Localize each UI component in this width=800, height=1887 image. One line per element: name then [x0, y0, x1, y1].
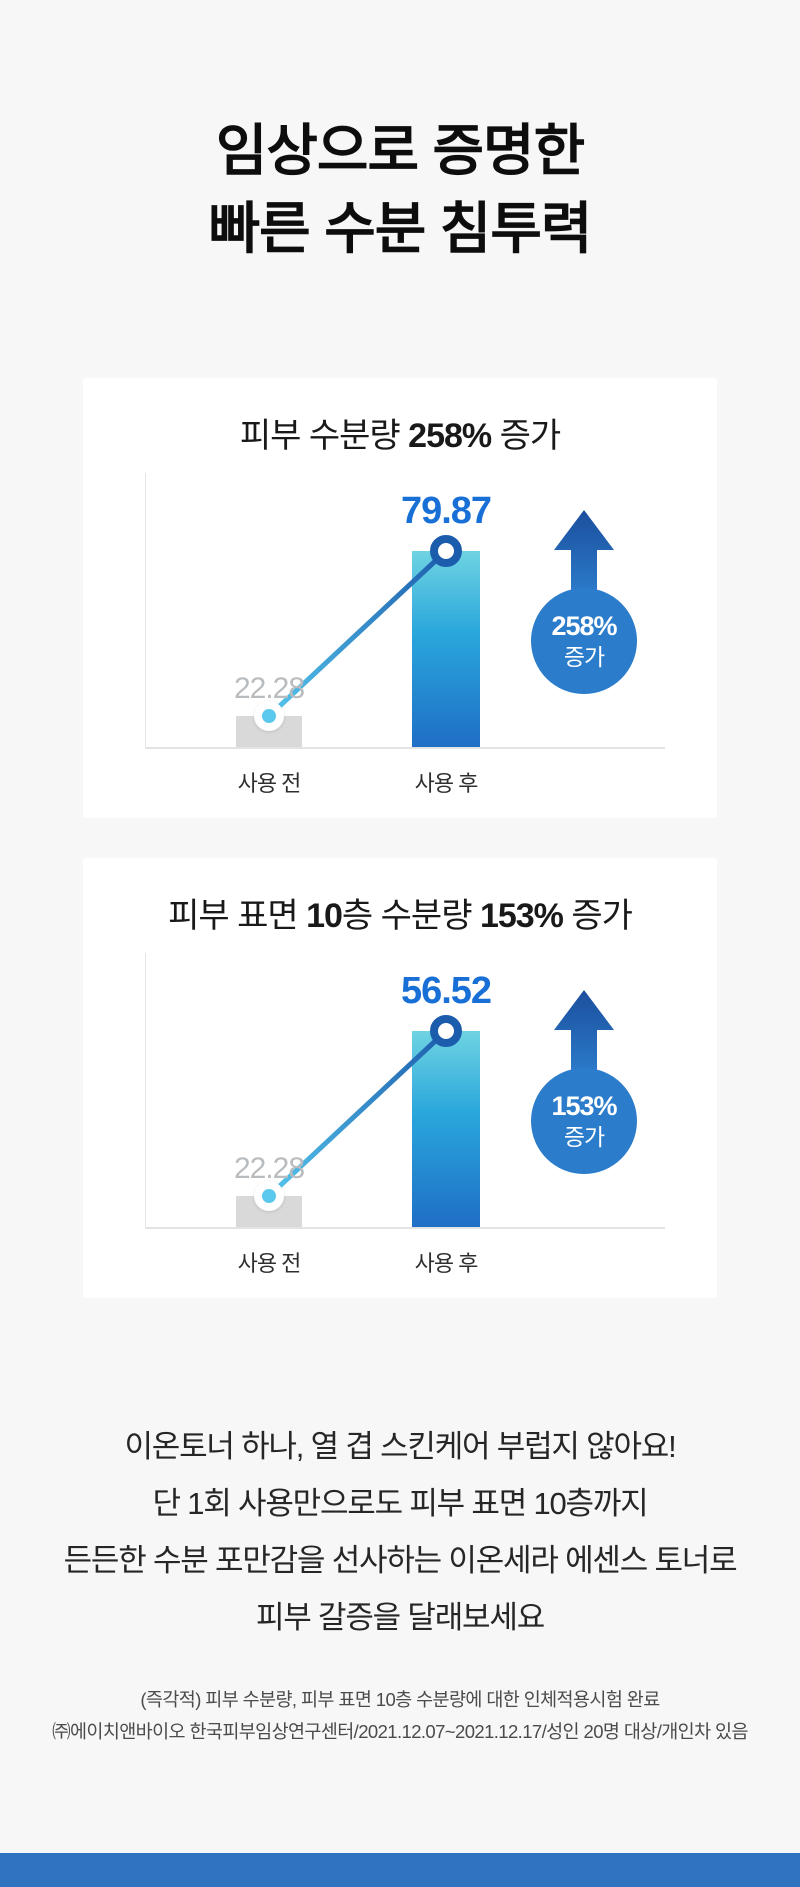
bottom-blue-band: [0, 1853, 800, 1887]
after-bar: [412, 551, 480, 747]
moisture-chart-card-2: 피부 표면 10층 수분량 153% 증가 22.28 56.52 사용 전 사…: [83, 858, 717, 1298]
chart-title-2-pre: 피부 표면: [168, 897, 307, 935]
after-value: 56.52: [400, 970, 492, 1012]
after-label: 사용 후: [414, 771, 479, 796]
before-point-marker: [254, 1181, 284, 1211]
moisture-chart-card-1: 피부 수분량 258% 증가 22.28 79.87 사용 전 사용 후: [83, 378, 717, 818]
page-title-line1: 임상으로 증명한: [215, 119, 585, 182]
increase-badge: 258% 증가: [524, 506, 644, 696]
disclaimer-line-2: ㈜에이치앤바이오 한국피부임상연구센터/2021.12.07~2021.12.1…: [52, 1721, 748, 1742]
chart-title-2-mid: 층 수분량: [341, 897, 480, 935]
chart-title-2-post: 증가: [562, 897, 633, 935]
chart-title-2: 피부 표면 10층 수분량 153% 증가: [83, 888, 717, 937]
after-bar: [412, 1031, 480, 1227]
increase-badge: 153% 증가: [524, 986, 644, 1176]
after-value: 79.87: [400, 490, 492, 532]
increase-badge-text: 153% 증가: [524, 1090, 644, 1151]
before-value: 22.28: [233, 1152, 305, 1185]
x-axis-line: [145, 747, 665, 749]
increase-word: 증가: [563, 643, 605, 670]
before-value: 22.28: [233, 672, 305, 705]
before-label: 사용 전: [237, 771, 302, 796]
chart-title-2-percent: 153%: [479, 897, 564, 935]
chart-title-1-post: 증가: [491, 417, 562, 455]
disclaimer-line-1: (즉각적) 피부 수분량, 피부 표면 10층 수분량에 대한 인체적용시험 완…: [140, 1689, 660, 1710]
after-point-marker: [430, 1015, 462, 1047]
after-label: 사용 후: [414, 1251, 479, 1276]
chart-title-1-pre: 피부 수분량: [239, 417, 409, 455]
increase-arrow-icon: [531, 990, 637, 1174]
before-label: 사용 전: [237, 1251, 302, 1276]
chart-title-1-percent: 258%: [408, 417, 492, 455]
before-point-marker: [254, 701, 284, 731]
chart-title-1: 피부 수분량 258% 증가: [83, 408, 717, 457]
copy-line-4: 피부 갈증을 달래보세요: [255, 1600, 545, 1635]
chart-title-2-bold10: 10: [306, 897, 343, 935]
marketing-copy: 이온토너 하나, 열 겹 스킨케어 부럽지 않아요! 단 1회 사용만으로도 피부…: [0, 1418, 800, 1646]
increase-badge-text: 258% 증가: [524, 610, 644, 671]
copy-line-3: 든든한 수분 포만감을 선사하는 이온세라 에센스 토너로: [63, 1543, 738, 1578]
disclaimer: (즉각적) 피부 수분량, 피부 표면 10층 수분량에 대한 인체적용시험 완…: [0, 1684, 800, 1748]
x-axis-line: [145, 1227, 665, 1229]
copy-line-2: 단 1회 사용만으로도 피부 표면 10층까지: [152, 1486, 649, 1521]
bar-chart-2: 22.28 56.52 사용 전 사용 후 153% 증가: [83, 858, 717, 1298]
increase-percent: 258%: [551, 611, 617, 641]
after-point-marker: [430, 535, 462, 567]
increase-word: 증가: [563, 1123, 605, 1150]
bar-chart-1: 22.28 79.87 사용 전 사용 후 258% 증가: [83, 378, 717, 818]
page-title-line2: 빠른 수분 침투력: [208, 196, 593, 260]
y-axis-line: [145, 953, 146, 1227]
y-axis-line: [145, 473, 146, 747]
increase-arrow-icon: [531, 510, 637, 694]
copy-line-1: 이온토너 하나, 열 겹 스킨케어 부럽지 않아요!: [124, 1429, 676, 1464]
increase-percent: 153%: [551, 1091, 617, 1121]
